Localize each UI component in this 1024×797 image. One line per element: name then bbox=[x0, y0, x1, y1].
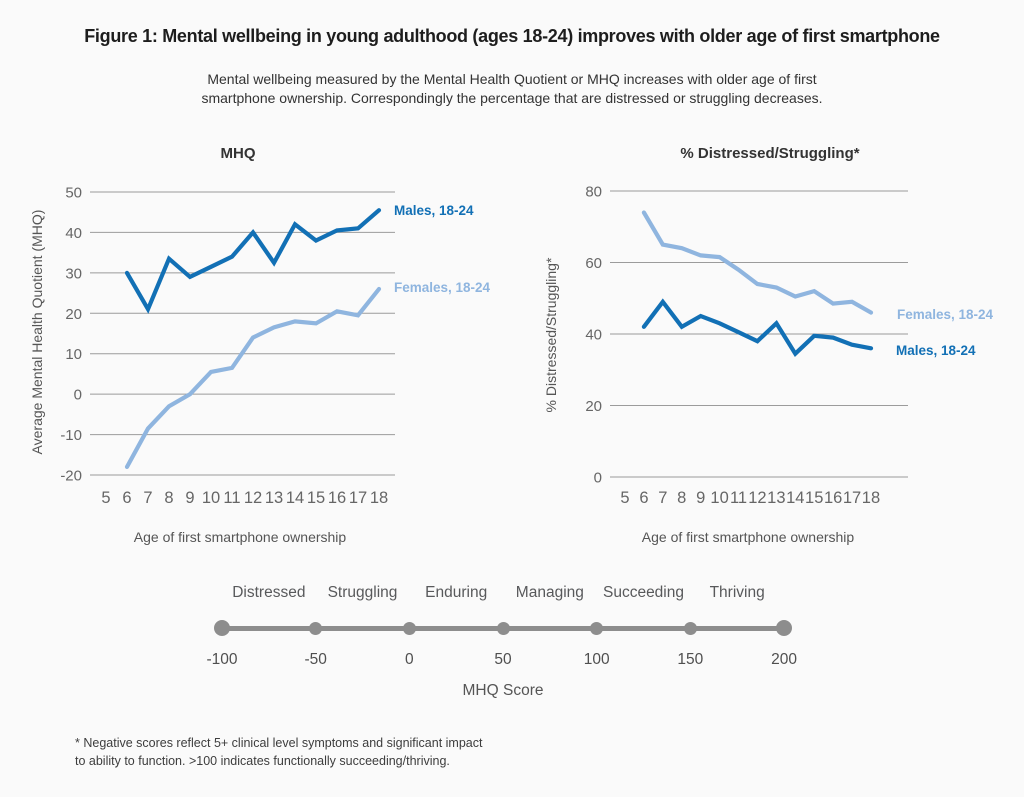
mhq-scale-dot bbox=[496, 621, 510, 635]
mhq-females-series-label: Females, 18-24 bbox=[394, 280, 491, 295]
x-tick-label: 7 bbox=[143, 489, 152, 507]
mhq-x-axis-title: Age of first smartphone ownership bbox=[133, 529, 347, 545]
mhq-scale-category-struggling: Struggling bbox=[327, 584, 398, 601]
x-tick-label: 6 bbox=[639, 489, 648, 507]
figure-subtitle-line2: smartphone ownership. Correspondingly th… bbox=[201, 90, 823, 106]
y-tick-label: -20 bbox=[60, 468, 82, 485]
mhq-scale-dot bbox=[214, 620, 230, 636]
y-tick-label: -10 bbox=[60, 427, 82, 444]
figure-subtitle: Mental wellbeing measured by the Mental … bbox=[0, 70, 1024, 108]
mhq-scale-tick-label: 0 bbox=[405, 651, 414, 668]
mhq-score-axis-label: MHQ Score bbox=[462, 682, 544, 699]
mhq-scale-dot bbox=[776, 620, 793, 636]
mhq-scale-category-succeeding: Succeeding bbox=[602, 584, 684, 601]
x-tick-label: 18 bbox=[370, 489, 388, 507]
x-tick-label: 11 bbox=[223, 489, 240, 507]
x-tick-label: 6 bbox=[122, 489, 131, 507]
y-tick-label: 0 bbox=[594, 470, 602, 487]
distressed-males-series-label: Males, 18-24 bbox=[896, 343, 976, 358]
series-line-female bbox=[641, 210, 874, 315]
y-tick-label: 20 bbox=[65, 306, 82, 323]
series-line-female bbox=[124, 286, 382, 469]
x-tick-label: 11 bbox=[730, 489, 747, 507]
mhq-scale-category-enduring: Enduring bbox=[425, 584, 488, 601]
mhq-scale-tick-label: 200 bbox=[771, 651, 797, 668]
x-tick-label: 15 bbox=[307, 489, 325, 507]
mhq-scale-tick-label: 50 bbox=[494, 651, 512, 668]
mhq-scale-tick-label: -50 bbox=[304, 651, 327, 668]
x-tick-label: 18 bbox=[862, 489, 880, 507]
mhq-scale-category-distressed: Distressed bbox=[232, 584, 306, 601]
y-tick-label: 30 bbox=[65, 265, 82, 282]
distressed-chart-title: % Distressed/Struggling* bbox=[680, 145, 860, 162]
distressed-line-chart: 80 60 40 20 0 5 6 7 8 9 10 11 12 13 14 15 16 17 18 bbox=[585, 184, 908, 507]
footnote: * Negative scores reflect 5+ clinical le… bbox=[75, 734, 555, 770]
series-line-male bbox=[124, 208, 382, 314]
distressed-y-axis-title: % Distressed/Struggling* bbox=[543, 257, 559, 413]
x-tick-label: 8 bbox=[164, 489, 173, 507]
mhq-scale-dot bbox=[590, 621, 604, 635]
x-tick-label: 16 bbox=[824, 489, 842, 507]
mhq-scale-category-managing: Managing bbox=[515, 584, 584, 601]
x-tick-label: 17 bbox=[843, 489, 861, 507]
y-tick-label: 40 bbox=[65, 225, 82, 242]
x-tick-label: 16 bbox=[328, 489, 346, 507]
mhq-scale-category-thriving: Thriving bbox=[709, 584, 765, 601]
x-tick-label: 12 bbox=[244, 489, 262, 507]
figure-subtitle-line1: Mental wellbeing measured by the Mental … bbox=[207, 71, 817, 87]
distressed-x-axis-title: Age of first smartphone ownership bbox=[641, 529, 855, 545]
y-tick-label: 20 bbox=[585, 398, 602, 415]
y-tick-label: 80 bbox=[585, 184, 602, 201]
mhq-scale-dot bbox=[309, 621, 323, 635]
y-tick-label: 60 bbox=[585, 255, 602, 272]
x-tick-label: 14 bbox=[786, 489, 804, 507]
x-tick-label: 14 bbox=[286, 489, 304, 507]
footnote-line2: to ability to function. >100 indicates f… bbox=[75, 754, 450, 768]
x-tick-label: 10 bbox=[710, 489, 728, 507]
footnote-line1: * Negative scores reflect 5+ clinical le… bbox=[75, 736, 483, 750]
y-tick-label: 0 bbox=[74, 387, 82, 404]
x-tick-label: 12 bbox=[748, 489, 766, 507]
x-tick-label: 15 bbox=[805, 489, 823, 507]
x-tick-label: 10 bbox=[202, 489, 220, 507]
y-tick-label: 40 bbox=[585, 327, 602, 344]
mhq-scale-tick-label: 100 bbox=[583, 651, 610, 668]
x-tick-label: 9 bbox=[696, 489, 705, 507]
mhq-chart-title: MHQ bbox=[220, 145, 256, 162]
mhq-scale-tick-label: 150 bbox=[677, 651, 704, 668]
x-tick-label: 13 bbox=[265, 489, 283, 507]
mhq-scale-dot bbox=[683, 621, 697, 635]
x-tick-label: 7 bbox=[658, 489, 667, 507]
mhq-scale-tick-label: -100 bbox=[206, 651, 238, 668]
y-tick-label: 50 bbox=[65, 185, 82, 202]
x-tick-label: 5 bbox=[101, 489, 110, 507]
x-tick-label: 9 bbox=[185, 489, 194, 507]
x-tick-label: 17 bbox=[349, 489, 367, 507]
x-tick-label: 5 bbox=[620, 489, 629, 507]
mhq-males-series-label: Males, 18-24 bbox=[394, 203, 474, 218]
mhq-scale-dot bbox=[402, 621, 416, 635]
series-line-male bbox=[641, 298, 874, 357]
mhq-y-axis-title: Average Mental Health Quotient (MHQ) bbox=[29, 209, 45, 455]
distressed-females-series-label: Females, 18-24 bbox=[897, 307, 994, 322]
y-tick-label: 10 bbox=[65, 346, 82, 363]
x-tick-label: 8 bbox=[677, 489, 686, 507]
x-tick-label: 13 bbox=[767, 489, 785, 507]
figure-title: Figure 1: Mental wellbeing in young adul… bbox=[84, 26, 940, 46]
